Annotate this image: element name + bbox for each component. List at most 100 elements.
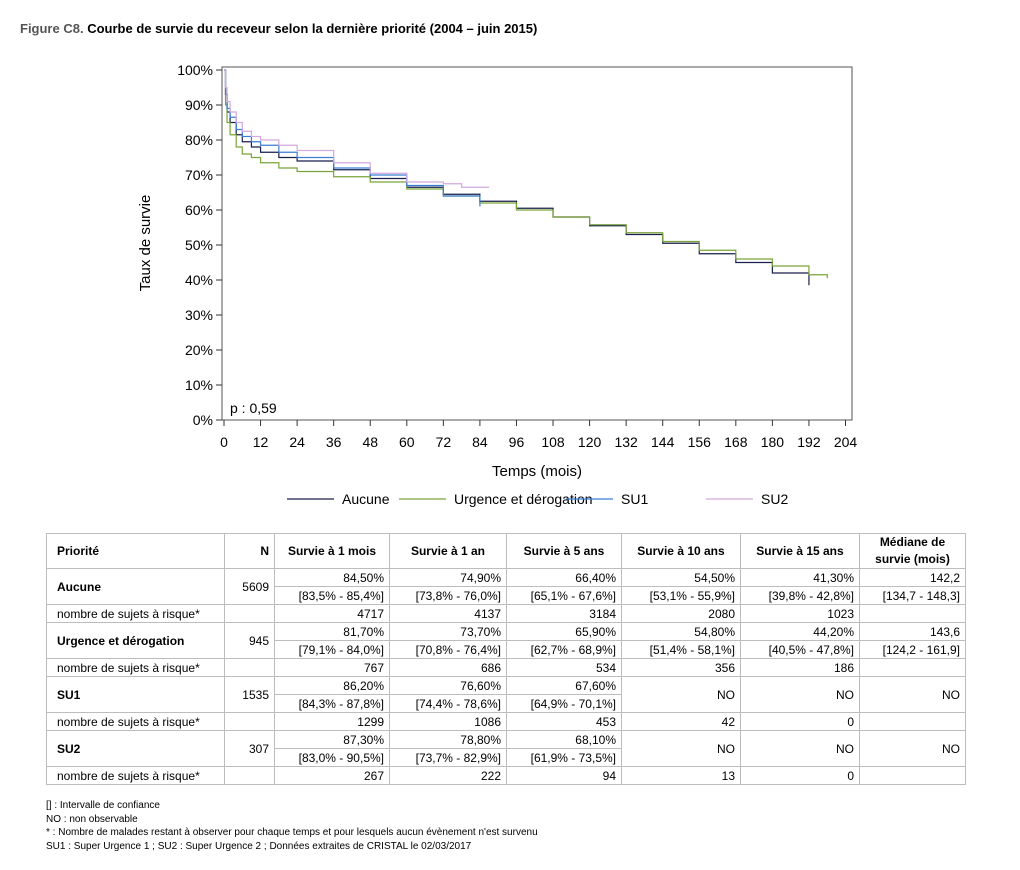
table-row: nombre de sujets à risque* 1299 1086 453…	[46, 712, 966, 731]
footnote-no: NO : non observable	[46, 813, 138, 825]
y-tick-label: 70%	[185, 167, 213, 183]
ci-cell: [53,1% - 55,9%]	[621, 586, 741, 605]
x-tick-label: 204	[834, 434, 858, 450]
not-observable-cell: NO	[621, 730, 741, 767]
x-tick-label: 192	[797, 434, 821, 450]
header-mediane: Médiane de survie (mois)	[859, 533, 966, 569]
risk-cell: 4717	[274, 604, 390, 623]
risk-cell: 4137	[389, 604, 507, 623]
rate-cell: 78,80%	[389, 730, 507, 749]
rate-cell: 73,70%	[389, 622, 507, 641]
x-tick-label: 72	[436, 434, 452, 450]
figure-label: Figure C8.	[20, 21, 84, 36]
y-tick-label: 90%	[185, 97, 213, 113]
x-tick-label: 168	[724, 434, 748, 450]
table-row: nombre de sujets à risque* 267 222 94 13…	[46, 766, 966, 785]
y-tick-label: 100%	[177, 62, 213, 78]
table-row: [83,5% - 85,4%] [73,8% - 76,0%] [65,1% -…	[47, 586, 966, 605]
table-header-row: Priorité N Survie à 1 mois Survie à 1 an…	[46, 533, 966, 569]
footnote-source: SU1 : Super Urgence 1 ; SU2 : Super Urge…	[46, 840, 472, 852]
risk-label: nombre de sujets à risque*	[46, 766, 225, 785]
ci-cell: [74,4% - 78,6%]	[389, 694, 507, 713]
x-axis-label: Temps (mois)	[492, 463, 582, 480]
risk-cell: 1086	[389, 712, 507, 731]
risk-cell: 42	[621, 712, 741, 731]
group-name: Aucune	[46, 568, 225, 605]
group-n: 945	[224, 622, 275, 659]
median-ci-cell: [134,7 - 148,3]	[859, 586, 966, 605]
risk-cell: 267	[274, 766, 390, 785]
header-mediane-line2: survie (mois)	[875, 552, 950, 566]
plot-frame	[221, 66, 853, 421]
legend-label: Aucune	[342, 491, 390, 507]
figure-title-text: Courbe de survie du receveur selon la de…	[87, 21, 538, 36]
table-row: SU2 307 87,30% 78,80% 68,10% NO NO NO	[46, 730, 966, 767]
risk-label: nombre de sujets à risque*	[46, 604, 225, 623]
y-tick-label: 20%	[185, 342, 213, 358]
table-row: nombre de sujets à risque* 4717 4137 318…	[46, 604, 966, 623]
y-tick-label: 0%	[193, 412, 213, 428]
legend-label: SU1	[621, 491, 648, 507]
median-not-observable-cell: NO	[859, 676, 966, 713]
ci-cell: [83,0% - 90,5%]	[274, 748, 390, 767]
x-tick-label: 36	[326, 434, 342, 450]
rate-cell: 81,70%	[274, 622, 390, 641]
table-row: SU1 1535 86,20% 76,60% 67,60% NO NO NO	[46, 676, 966, 713]
series-line-su1	[224, 69, 481, 207]
x-tick-label: 60	[399, 434, 415, 450]
header-15-ans: Survie à 15 ans	[740, 533, 860, 569]
x-tick-label: 144	[651, 434, 675, 450]
legend: Aucune Urgence et dérogation SU1 SU2	[287, 491, 788, 507]
risk-cell: 1023	[740, 604, 860, 623]
risk-cell: 94	[506, 766, 622, 785]
header-priorite: Priorité	[46, 533, 225, 569]
ci-cell: [70,8% - 76,4%]	[389, 640, 507, 659]
rate-cell: 41,30%	[740, 568, 860, 587]
ci-cell: [62,7% - 68,9%]	[506, 640, 622, 659]
x-tick-label: 96	[509, 434, 525, 450]
group-name: Urgence et dérogation	[46, 622, 225, 659]
risk-cell: 686	[389, 658, 507, 677]
median-ci-cell: [124,2 - 161,9]	[859, 640, 966, 659]
median-cell: 143,6	[859, 622, 966, 641]
table-row: [84,3% - 87,8%] [74,4% - 78,6%] [64,9% -…	[47, 694, 966, 713]
risk-cell: 534	[506, 658, 622, 677]
y-axis-label: Taux de survie	[137, 195, 154, 292]
risk-label: nombre de sujets à risque*	[46, 712, 225, 731]
ci-cell: [64,9% - 70,1%]	[506, 694, 622, 713]
x-tick-label: 132	[614, 434, 638, 450]
p-value-annotation: p : 0,59	[230, 400, 277, 416]
not-observable-cell: NO	[621, 676, 741, 713]
rate-cell: 87,30%	[274, 730, 390, 749]
y-tick-label: 80%	[185, 132, 213, 148]
series-line-su2	[224, 69, 490, 188]
ci-cell: [73,7% - 82,9%]	[389, 748, 507, 767]
table-row: Aucune 5609 84,50% 74,90% 66,40% 54,50% …	[46, 568, 966, 605]
risk-cell: 767	[274, 658, 390, 677]
y-tick-label: 60%	[185, 202, 213, 218]
y-tick-label: 30%	[185, 307, 213, 323]
risk-cell: 222	[389, 766, 507, 785]
rate-cell: 84,50%	[274, 568, 390, 587]
table-row: [79,1% - 84,0%] [70,8% - 76,4%] [62,7% -…	[47, 640, 966, 659]
figure-title: Figure C8. Courbe de survie du receveur …	[20, 21, 537, 36]
rate-cell: 68,10%	[506, 730, 622, 749]
table-row: Urgence et dérogation 945 81,70% 73,70% …	[46, 622, 966, 659]
legend-label: Urgence et dérogation	[454, 491, 593, 507]
risk-cell: 13	[621, 766, 741, 785]
risk-cell: 356	[621, 658, 741, 677]
group-n: 307	[224, 730, 275, 767]
rate-cell: 54,50%	[621, 568, 741, 587]
risk-cell: 0	[740, 766, 860, 785]
median-cell: 142,2	[859, 568, 966, 587]
header-n: N	[224, 533, 275, 569]
survival-chart: 0% 10% 20% 30% 40% 50% 60% 70% 80% 90% 100% 0 12 24 36…	[137, 62, 858, 507]
x-tick-label: 120	[578, 434, 602, 450]
footnotes: [] : Intervalle de confiance NO : non ob…	[46, 799, 538, 853]
series-line-aucune	[224, 69, 810, 286]
ci-cell: [84,3% - 87,8%]	[274, 694, 390, 713]
header-1-mois: Survie à 1 mois	[274, 533, 390, 569]
header-5-ans: Survie à 5 ans	[506, 533, 622, 569]
not-observable-cell: NO	[740, 730, 860, 767]
ci-cell: [40,5% - 47,8%]	[740, 640, 860, 659]
